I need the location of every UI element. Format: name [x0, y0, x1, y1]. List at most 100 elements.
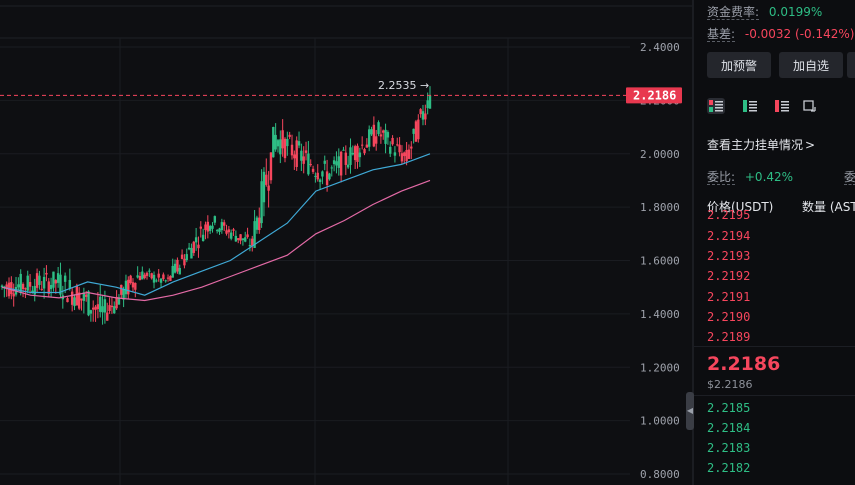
- panel-divider[interactable]: [692, 0, 694, 485]
- y-axis-tick-label: 2.0000: [640, 148, 680, 161]
- chart-area[interactable]: 2.40002.20002.00001.80001.60001.40001.20…: [0, 0, 692, 485]
- candle-body: [276, 140, 280, 147]
- candle-body: [176, 259, 179, 272]
- candle-body: [281, 130, 284, 149]
- candle-body: [96, 304, 100, 310]
- more-button[interactable]: [847, 52, 855, 78]
- ask-price-row[interactable]: 2.2192: [707, 269, 751, 283]
- bid-price-row[interactable]: 2.2183: [707, 441, 751, 455]
- candle-body: [304, 150, 308, 153]
- candle-body: [372, 124, 376, 147]
- column-price-header: 价格(USDT): [707, 200, 774, 214]
- chevron-right-icon: >: [805, 138, 816, 152]
- candle-body: [330, 167, 333, 169]
- candle-body: [367, 129, 371, 147]
- y-axis-tick-label: 2.4000: [640, 41, 680, 54]
- candle-body: [143, 274, 146, 279]
- book-separator: [694, 395, 855, 396]
- candle-body: [419, 109, 422, 115]
- price-chart[interactable]: 2.40002.20002.00001.80001.60001.40001.20…: [0, 0, 692, 485]
- candle-body: [225, 230, 228, 234]
- candle-body: [405, 149, 408, 162]
- ask-price-row[interactable]: 2.2195: [707, 208, 751, 222]
- candle-body: [206, 221, 210, 232]
- candle-body: [269, 152, 273, 181]
- orderbook-asks-icon[interactable]: [773, 98, 791, 114]
- main-orders-link[interactable]: 查看主力挂单情况 >: [707, 136, 815, 153]
- candle-body: [234, 235, 238, 242]
- candle-body: [267, 185, 270, 191]
- candle-body: [222, 222, 226, 226]
- candle-body: [201, 234, 205, 242]
- add-watchlist-button[interactable]: 加自选: [779, 52, 843, 78]
- candle-body: [152, 274, 156, 283]
- candle-body: [421, 111, 425, 120]
- candle-body: [297, 141, 301, 146]
- candle-body: [124, 280, 128, 295]
- candle-body: [321, 171, 324, 177]
- ask-price-row[interactable]: 2.2189: [707, 330, 751, 344]
- candle-body: [47, 281, 50, 294]
- orderbook-trades-icon[interactable]: [801, 98, 819, 114]
- candle-body: [349, 147, 352, 165]
- candle-body: [87, 291, 90, 316]
- candle-body: [129, 275, 132, 283]
- candle-body: [307, 153, 310, 175]
- funding-rate-label[interactable]: 资金费率:: [707, 5, 760, 20]
- order-ratio-label[interactable]: 委比:: [707, 170, 736, 185]
- candle-body: [316, 172, 319, 180]
- candle-body: [393, 152, 397, 156]
- candle-body: [386, 132, 390, 138]
- column-qty-header: 数量 (AST: [802, 200, 855, 214]
- candle-body: [417, 119, 420, 140]
- add-alert-button[interactable]: 加预警: [707, 52, 771, 78]
- candle-body: [120, 284, 123, 295]
- bid-price-row[interactable]: 2.2182: [707, 461, 751, 475]
- ask-price-row[interactable]: 2.2193: [707, 249, 751, 263]
- bid-price-row[interactable]: 2.2185: [707, 401, 751, 415]
- candle-body: [26, 275, 29, 291]
- candle-body: [293, 154, 296, 159]
- candle-body: [110, 305, 114, 308]
- candle-body: [33, 286, 36, 295]
- candle-body: [63, 275, 67, 282]
- candle-body: [10, 282, 13, 295]
- candle-body: [101, 306, 104, 313]
- candle-body: [59, 274, 62, 295]
- candle-body: [414, 121, 418, 142]
- ask-price-row[interactable]: 2.2190: [707, 310, 751, 324]
- current-price-usd: $2.2186: [707, 378, 753, 391]
- candle-body: [424, 113, 427, 120]
- candle-body: [35, 273, 39, 288]
- funding-rate-value: 0.0199%: [768, 5, 823, 19]
- candle-body: [80, 298, 83, 301]
- collapse-handle[interactable]: ◀: [686, 392, 694, 430]
- candle-body: [272, 126, 275, 158]
- candle-body: [117, 297, 121, 305]
- side-panel: 资金费率: 0.0199% 基差: -0.0032 (-0.142%) 加预警 …: [694, 0, 855, 485]
- current-price: 2.2186: [707, 353, 781, 375]
- last-price-tag-label: 2.2186: [633, 88, 676, 102]
- candle-body: [122, 288, 125, 300]
- candle-body: [428, 95, 432, 109]
- ask-price-row[interactable]: 2.2194: [707, 229, 751, 243]
- candle-body: [56, 273, 60, 283]
- y-axis-tick-label: 1.6000: [640, 255, 680, 268]
- candle-body: [131, 282, 135, 288]
- basis-label[interactable]: 基差:: [707, 27, 736, 42]
- collapse-arrow-icon: ◀: [686, 406, 694, 415]
- candle-body: [274, 134, 277, 150]
- candle-body: [337, 156, 340, 168]
- candle-body: [398, 144, 401, 153]
- bid-price-row[interactable]: 2.2184: [707, 421, 751, 435]
- orderbook-both-icon[interactable]: [707, 98, 725, 114]
- candle-body: [52, 271, 55, 288]
- candle-body: [360, 144, 364, 146]
- orderbook-bids-icon[interactable]: [741, 98, 759, 114]
- candle-body: [66, 298, 69, 303]
- candle-body: [288, 134, 291, 137]
- candle-body: [211, 225, 214, 229]
- candle-body: [75, 285, 79, 306]
- funding-rate-row: 资金费率: 0.0199%: [707, 3, 822, 20]
- ask-price-row[interactable]: 2.2191: [707, 290, 751, 304]
